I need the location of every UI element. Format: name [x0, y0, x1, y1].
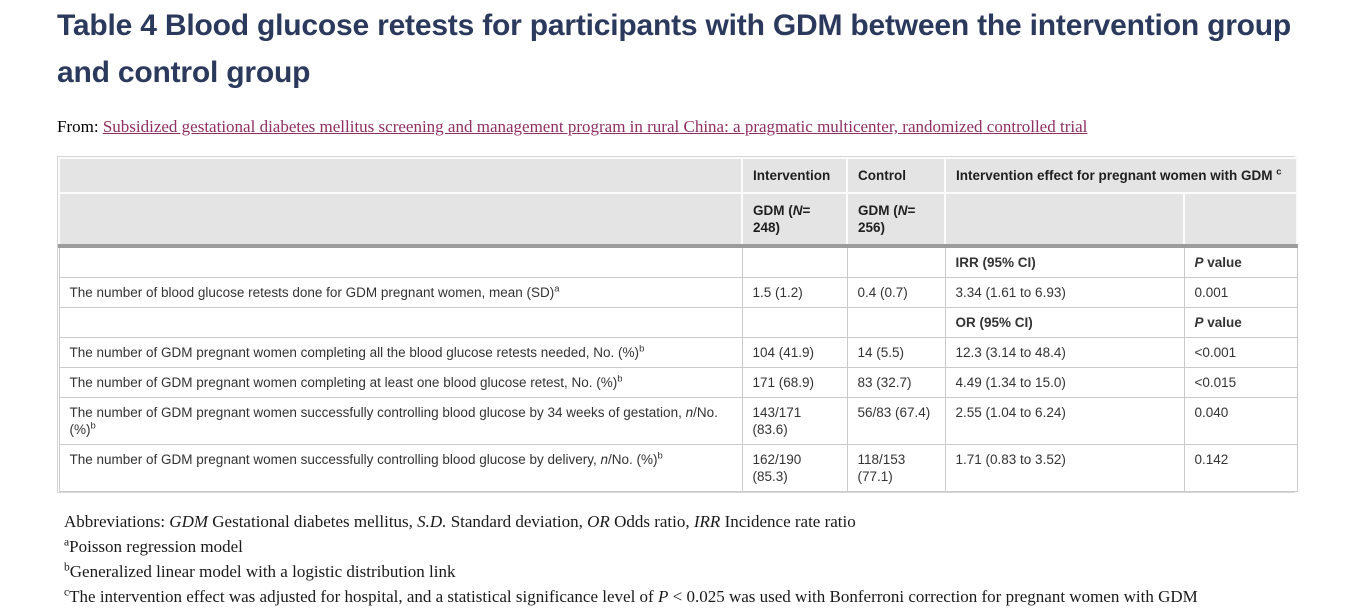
footnote-b: bGeneralized linear model with a logisti…	[64, 560, 456, 581]
table-cell-row-label: The number of GDM pregnant women success…	[58, 444, 743, 492]
footnotes-section: Abbreviations: GDM Gestational diabetes …	[57, 509, 1289, 609]
table-row: The number of GDM pregnant women complet…	[58, 337, 1298, 368]
table-cell: 12.3 (3.14 to 48.4)	[944, 337, 1185, 368]
table-cell	[58, 244, 743, 278]
table-cell: 3.34 (1.61 to 6.93)	[944, 277, 1185, 308]
table-cell: 162/190 (85.3)	[741, 444, 848, 492]
footnote-abbreviations: Abbreviations: GDM Gestational diabetes …	[64, 512, 856, 531]
table-cell	[846, 307, 946, 338]
table-cell: 0.040	[1183, 397, 1298, 445]
table-cell-pvalue-header: P value	[1183, 244, 1298, 278]
column-subheader-empty-pvalue	[1182, 192, 1299, 247]
table-row: The number of GDM pregnant women success…	[58, 444, 1298, 492]
table-cell: 1.71 (0.83 to 3.52)	[944, 444, 1185, 492]
table-cell: 171 (68.9)	[741, 367, 848, 398]
column-subheader-empty	[58, 192, 743, 247]
table-cell	[58, 307, 743, 338]
table-cell: <0.001	[1183, 337, 1298, 368]
column-subheader-gdm-control: GDM (N= 256)	[846, 192, 946, 247]
column-subheader-empty-irr	[944, 192, 1185, 247]
table-cell: 0.4 (0.7)	[846, 277, 946, 308]
table-cell-row-label: The number of blood glucose retests done…	[58, 277, 743, 308]
table-cell	[741, 244, 848, 278]
table-cell: <0.015	[1183, 367, 1298, 398]
page-title: Table 4 Blood glucose retests for partic…	[57, 9, 1292, 89]
table-cell-row-label: The number of GDM pregnant women complet…	[58, 367, 743, 398]
table-cell: 143/171 (83.6)	[741, 397, 848, 445]
table-header-row-1: Intervention Control Intervention effect…	[58, 157, 1299, 194]
from-label: From:	[57, 117, 103, 136]
table-cell-row-label: The number of GDM pregnant women success…	[58, 397, 743, 445]
table-cell: 104 (41.9)	[741, 337, 848, 368]
source-line: From: Subsidized gestational diabetes me…	[57, 117, 1295, 137]
source-link[interactable]: Subsidized gestational diabetes mellitus…	[102, 117, 1088, 136]
table-cell: 1.5 (1.2)	[741, 277, 848, 308]
table-cell: 0.001	[1183, 277, 1298, 308]
table-row: The number of GDM pregnant women complet…	[58, 367, 1298, 398]
table-cell-irr-header: IRR (95% CI)	[944, 244, 1185, 278]
footnote-a: aPoisson regression model	[64, 535, 243, 556]
column-header-intervention-effect: Intervention effect for pregnant women w…	[943, 157, 1299, 194]
column-header-control: Control	[846, 157, 946, 194]
table-cell: 2.55 (1.04 to 6.24)	[944, 397, 1185, 445]
data-table: Intervention Control Intervention effect…	[58, 157, 1299, 492]
column-header-intervention: Intervention	[741, 157, 848, 194]
table-cell: 0.142	[1183, 444, 1298, 492]
table-cell: 83 (32.7)	[846, 367, 946, 398]
table-row: IRR (95% CI) P value	[58, 244, 1298, 278]
footnote-c: cThe intervention effect was adjusted fo…	[64, 585, 1198, 606]
table-container: Intervention Control Intervention effect…	[57, 156, 1299, 493]
table-cell: 14 (5.5)	[846, 337, 946, 368]
table-cell	[846, 244, 946, 278]
table-header-row-2: GDM (N= 248) GDM (N= 256)	[58, 192, 1299, 247]
table-cell-row-label: The number of GDM pregnant women complet…	[58, 337, 743, 368]
table-row: The number of GDM pregnant women success…	[58, 397, 1298, 445]
table-cell-or-header: OR (95% CI)	[944, 307, 1185, 338]
column-header-empty	[58, 157, 743, 194]
table-cell-pvalue-header: P value	[1183, 307, 1298, 338]
table-cell: 118/153 (77.1)	[846, 444, 946, 492]
column-subheader-gdm-intervention: GDM (N= 248)	[741, 192, 848, 247]
table-cell	[741, 307, 848, 338]
table-row: The number of blood glucose retests done…	[58, 277, 1298, 308]
table-row: OR (95% CI) P value	[58, 307, 1298, 338]
table-cell: 4.49 (1.34 to 15.0)	[944, 367, 1185, 398]
table-cell: 56/83 (67.4)	[846, 397, 946, 445]
